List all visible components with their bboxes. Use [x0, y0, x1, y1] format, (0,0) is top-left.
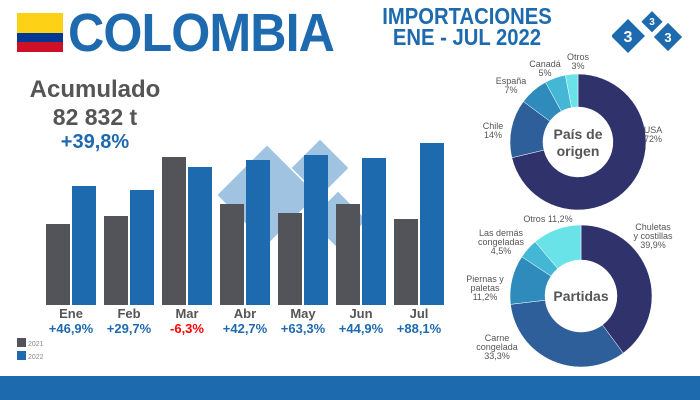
footer-band — [0, 376, 700, 400]
summary-label: Acumulado — [29, 76, 161, 103]
slice-label: 14% — [484, 130, 502, 140]
slice-carne-congelada — [510, 299, 624, 368]
bar-2022-jul — [420, 143, 444, 305]
bar-2021-jul — [394, 219, 418, 305]
bar-2021-jun — [336, 204, 360, 305]
bar-2022-abr — [246, 160, 270, 305]
month-label: Mar — [175, 306, 198, 321]
bar-2021-may — [278, 213, 302, 305]
slice-label: 5% — [538, 68, 551, 78]
change-label: +44,9% — [339, 321, 384, 336]
svg-text:3: 3 — [624, 29, 633, 46]
slice-label: Otros 11,2% — [523, 214, 572, 224]
bar-2021-mar — [162, 157, 186, 305]
donut-title: origen — [557, 143, 600, 159]
slice-chuletas-y-costillas — [580, 224, 653, 354]
page-subtitle: IMPORTACIONES ENE - JUL 2022 — [375, 3, 560, 50]
svg-text:3: 3 — [649, 17, 655, 28]
subtitle-line2: ENE - JUL 2022 — [392, 24, 542, 50]
month-label: Jul — [410, 306, 429, 321]
slice-label: 4,5% — [491, 246, 512, 256]
bar-2021-ene — [46, 224, 70, 305]
slice-label: 3% — [571, 61, 584, 71]
summary-change: +39,8% — [60, 131, 130, 153]
monthly-bar-chart: Ene+46,9% Feb+29,7% Mar-6,3% Abr+42,7% May+6… — [17, 139, 444, 361]
bar-2022-mar — [188, 167, 212, 305]
slice-label: Chuletas — [635, 222, 671, 232]
slice-label: congelada — [476, 342, 518, 352]
donut-title: País de — [553, 126, 602, 142]
legend-swatch-2021 — [17, 338, 26, 347]
summary-value: 82 832 t — [52, 104, 138, 130]
month-label: May — [290, 306, 316, 321]
month-label: Feb — [117, 306, 140, 321]
slice-usa — [511, 73, 647, 211]
subtitle-line1: IMPORTACIONES — [382, 3, 552, 29]
slice-label: 39,9% — [640, 240, 666, 250]
bar-2021-feb — [104, 216, 128, 305]
slice-label: 11,2% — [473, 292, 498, 302]
slice-label: Las demás — [479, 228, 524, 238]
bar-2022-may — [304, 155, 328, 305]
slice-otros — [565, 73, 579, 108]
page-title: COLOMBIA — [68, 3, 335, 63]
donut-title: Partidas — [553, 288, 608, 304]
slice-label: USA — [644, 125, 663, 135]
change-label: +88,1% — [397, 321, 442, 336]
slice-label: Otros — [567, 52, 590, 62]
change-label: +46,9% — [49, 321, 94, 336]
slice-label: congeladas — [478, 237, 525, 247]
slice-label: 33,3% — [484, 351, 510, 361]
slice-label: Chile — [483, 121, 504, 131]
legend-label-2021: 2021 — [28, 341, 44, 348]
slice-label: 7% — [504, 85, 517, 95]
logo-333: 333 — [612, 11, 683, 53]
month-label: Jun — [349, 306, 372, 321]
legend-label-2022: 2022 — [28, 354, 44, 361]
slice-label: paletas — [470, 283, 500, 293]
svg-text:3: 3 — [664, 30, 671, 45]
change-label: +42,7% — [223, 321, 268, 336]
slice-label: Piernas y — [466, 274, 504, 284]
colombia-flag — [17, 13, 63, 52]
slice-label: y costillas — [633, 231, 673, 241]
bar-2022-ene — [72, 186, 96, 305]
bar-2021-abr — [220, 204, 244, 305]
change-label: -6,3% — [170, 321, 204, 336]
change-label: +29,7% — [107, 321, 152, 336]
change-label: +63,3% — [281, 321, 326, 336]
month-label: Abr — [234, 306, 256, 321]
slice-label: Canadá — [529, 59, 561, 69]
slice-label: España — [496, 76, 527, 86]
slice-label: 72% — [644, 134, 662, 144]
slice-otros — [534, 224, 582, 269]
bar-2022-feb — [130, 190, 154, 305]
month-label: Ene — [59, 306, 83, 321]
slice-label: Carne — [485, 333, 510, 343]
accumulated-summary: Acumulado 82 832 t +39,8% — [20, 76, 170, 154]
legend-swatch-2022 — [17, 351, 26, 360]
bar-2022-jun — [362, 158, 386, 305]
